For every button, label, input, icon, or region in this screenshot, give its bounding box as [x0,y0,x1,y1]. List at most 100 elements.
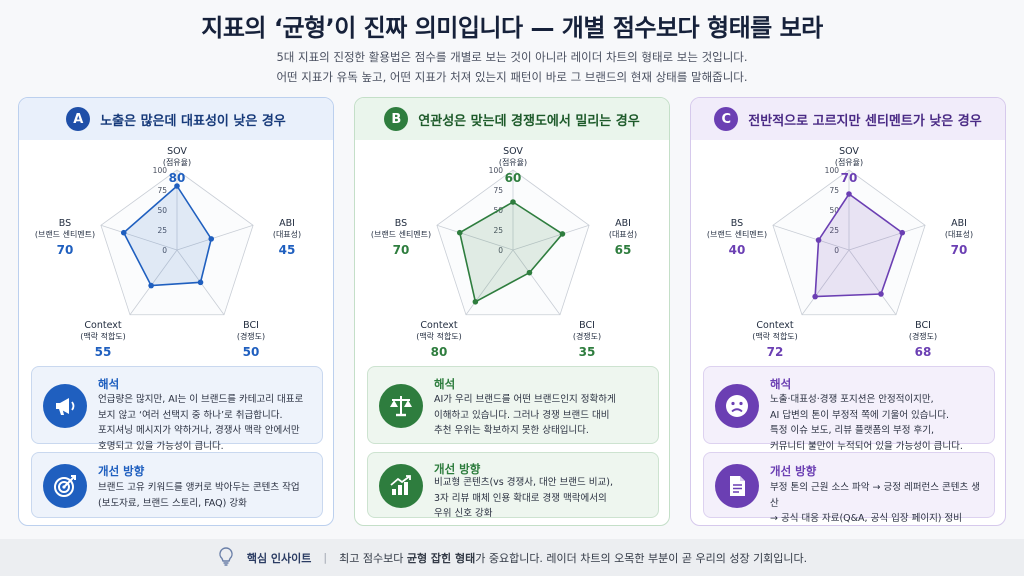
page-title: 지표의 ‘균형’이 진짜 의미입니다 — 개별 점수보다 형태를 보라 [201,14,823,42]
card-b-badge: B [384,107,409,131]
card-b-heading: 연관성은 맞는데 경쟁도에서 밀리는 경우 [418,113,640,129]
radar-spoke [848,249,897,315]
radar-axis-label: SOV [503,146,523,157]
radar-axis-sublabel: (점유율) [499,157,527,167]
radar-axis-value: 60 [505,171,522,185]
radar-series-area [122,184,213,287]
radar-axis-value: 80 [431,345,448,359]
card-a-info-line: 포지셔닝 메시지가 약하거나, 경쟁사 맥락 안에서만 [98,425,300,436]
radar-axis-sublabel: (맥락 적합도) [752,331,798,341]
radar-axis-sublabel: (대표성) [609,230,637,239]
radar-tick-label: 0 [834,246,839,255]
radar-tick-label: 75 [829,186,839,195]
radar-axis-sublabel: (경쟁도) [237,331,265,341]
radar-axis-label: BS [59,218,71,229]
radar-tick-label: 75 [493,186,503,195]
radar-axis-value: 72 [767,345,784,359]
card-b-interpretation: 해석 AI가 우리 브랜드를 어떤 브랜드인지 정확하게 이해하고 있습니다. … [367,366,659,444]
card-c-improve-line: 부정 톤의 근원 소스 파악 → 긍정 레퍼런스 콘텐츠 생산 [770,482,980,509]
card-c-info-line: 커뮤니티 불만이 누적되어 있을 가능성이 큽니다. [770,440,963,452]
radar-data-point [174,183,180,189]
card-b: B 연관성은 맞는데 경쟁도에서 밀리는 경우 1007550250SOV(점유… [354,97,670,526]
insight-footer: 핵심 인사이트 | 최고 점수보다 균형 잡힌 형태가 중요합니다. 레이더 차… [0,539,1024,576]
radar-axis-label: BCI [579,320,595,331]
card-b-improvement: 개선 방향 비교형 콘텐츠(vs 경쟁사, 대안 브랜드 비교), 3자 리뷰 … [367,452,659,519]
radar-tick-label: 50 [157,206,167,215]
sad-face-icon [715,384,759,428]
card-c-info-title: 해석 [770,377,792,391]
radar-chart-c: 100 75 50 25 0 SOV(점유율) 70 ABI(대표성) 70 BCI(경쟁도) 68… [707,146,973,359]
radar-spoke [129,249,178,315]
radar-data-point [878,291,884,297]
radar-tick-label: 0 [162,246,167,255]
radar-axis-sublabel: (브랜드 센티멘트) [35,229,95,239]
card-b-info-title: 해석 [434,377,456,391]
radar-axis-label: SOV [839,146,859,157]
card-c-improve-title: 개선 방향 [770,464,817,478]
card-b-info-text: AI가 우리 브랜드를 어떤 브랜드인지 정확하게 이해하고 있습니다. 그러나… [434,392,650,439]
radar-axis-label: Context [420,320,457,331]
radar-axis-label: ABI [615,218,631,229]
radar-axis-value: 80 [169,171,186,185]
insight-text: 최고 점수보다 균형 잡힌 형태가 중요합니다. 레이더 차트의 오목한 부분이… [339,550,807,566]
radar-spoke [801,249,850,315]
insight-text-bold: 균형 잡힌 형태 [406,551,476,565]
insight-text-before: 최고 점수보다 [339,551,407,565]
card-a-improve-line: 브랜드 고유 키워드를 앵커로 박아두는 콘텐츠 작업 [98,482,300,493]
radar-axis-sublabel: (브랜드 센티멘트) [371,229,431,239]
radar-spoke [100,224,178,251]
card-a-heading: 노출은 많은데 대표성이 낮은 경우 [100,113,286,129]
card-a-info-line: 호명되고 있을 가능성이 큽니다. [98,440,224,452]
radar-tick-label: 100 [153,166,168,175]
growth-chart-icon [379,464,423,508]
radar-tick-label: 100 [489,166,504,175]
card-a-improvement: 개선 방향 브랜드 고유 키워드를 앵커로 박아두는 콘텐츠 작업 (보도자료,… [31,452,323,518]
card-a-improve-title: 개선 방향 [98,464,145,478]
card-b-header: B 연관성은 맞는데 경쟁도에서 밀리는 경우 [355,98,669,140]
radar-data-point [208,236,215,242]
card-b-improve-line: 비교형 콘텐츠(vs 경쟁사, 대안 브랜드 비교), [434,477,613,488]
radar-axis-sublabel: (점유율) [835,157,863,167]
subtitle-line-1: 5대 지표의 진정한 활용법은 점수를 개별로 보는 것이 아니라 레이더 차트… [276,50,748,64]
radar-data-point [456,229,463,236]
radar-data-point [846,191,852,197]
card-c-heading: 전반적으로 고르지만 센티멘트가 낮은 경우 [748,113,982,129]
card-c-header: C 전반적으로 고르지만 센티멘트가 낮은 경우 [691,98,1005,140]
radar-data-point [120,229,127,236]
radar-tick-label: 75 [157,186,167,195]
radar-spoke [848,224,926,251]
card-b-info-line: AI가 우리 브랜드를 어떤 브랜드인지 정확하게 [434,394,616,405]
card-a-header: A 노출은 많은데 대표성이 낮은 경우 [19,98,333,140]
page-subtitle: 5대 지표의 진정한 활용법은 점수를 개별로 보는 것이 아니라 레이더 차트… [0,47,1024,87]
card-c-improve-line: → 공식 대응 자료(Q&A, 공식 입장 페이지) 정비 [770,513,963,524]
card-a: A 노출은 많은데 대표성이 낮은 경우 100 75 50 25 0 SOV(점유율) 8… [18,97,334,526]
radar-data-point [899,229,906,236]
card-c-info-line: 특정 이슈 보도, 리뷰 플랫폼의 부정 후기, [770,425,934,436]
radar-axis-value: 70 [57,243,74,257]
card-b-info-line: 이해하고 있습니다. 그러나 경쟁 브랜드 대비 [434,409,610,421]
radar-axis-value: 70 [841,171,858,185]
radar-tick-label: 25 [157,226,167,235]
radar-axis-label: BS [395,218,407,229]
card-b-improve-line: 우위 신호 강화 [434,508,493,519]
card-a-badge: A [66,107,91,131]
radar-axis-value: 70 [951,243,968,257]
radar-spoke [436,224,514,251]
lightbulb-icon [217,546,235,569]
radar-data-point [472,298,479,305]
radar-axis-value: 68 [915,345,932,359]
radar-spoke [176,224,254,251]
scales-icon [379,384,423,428]
radar-axis-sublabel: (대표성) [945,230,973,239]
radar-data-point [815,237,822,243]
radar-axis-label: Context [756,320,793,331]
card-c-info-line: 노출·대표성·경쟁 포지션은 안정적이지만, [770,394,934,405]
megaphone-icon [43,384,87,428]
card-a-info-text: 언급량은 많지만, AI는 이 브랜드를 카테고리 대표로 보지 않고 ‘여러 … [98,392,314,454]
radar-axis-label: SOV [167,146,187,157]
radar-data-point [148,282,154,289]
radar-axis-sublabel: (맥락 적합도) [80,331,126,341]
card-b-info-line: 추천 우위는 확보하지 못한 상태입니다. [434,425,589,436]
radar-data-point [526,269,533,276]
card-a-info-title: 해석 [98,377,120,391]
